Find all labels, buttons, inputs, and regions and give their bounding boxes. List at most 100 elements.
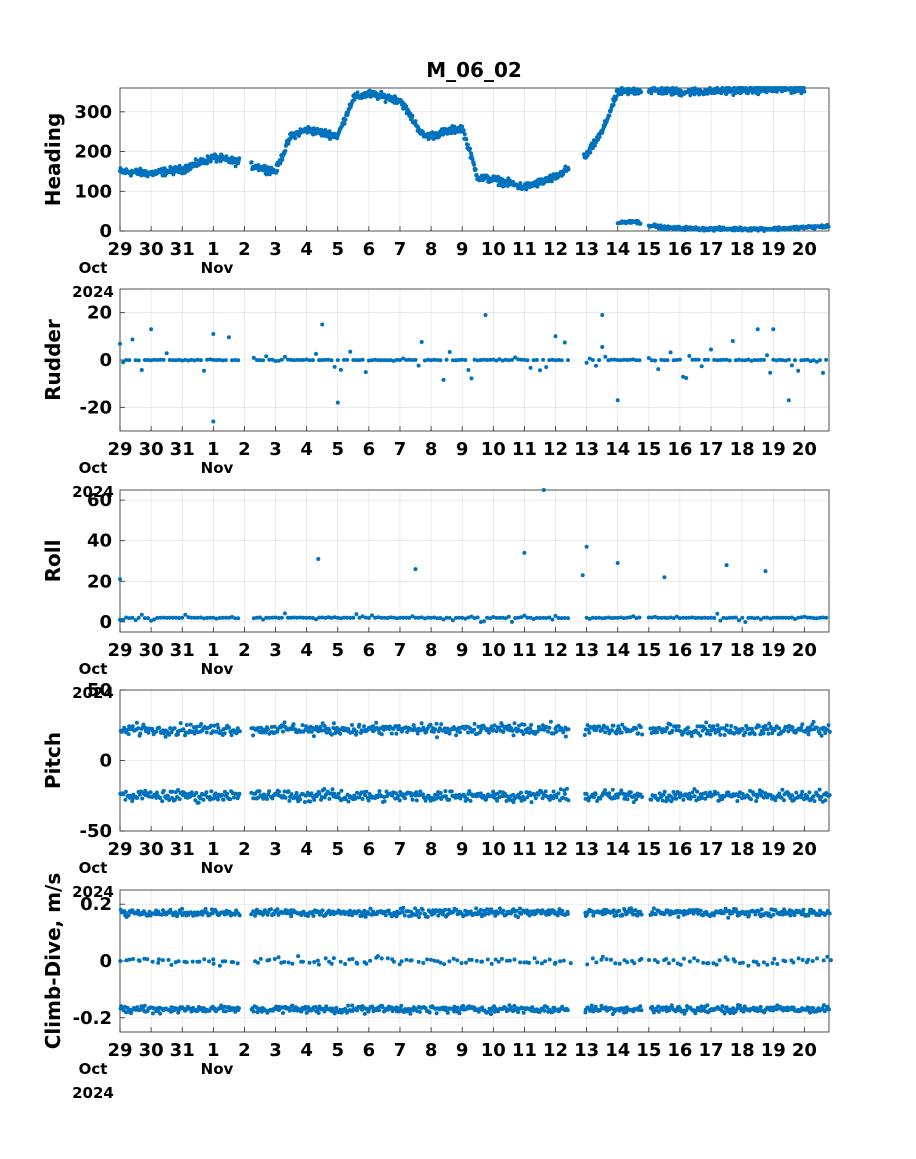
data-point	[262, 163, 267, 168]
data-point	[770, 961, 775, 966]
data-point	[364, 789, 369, 794]
data-point	[292, 615, 297, 620]
panel-rudder: 29 30 31 1 2 3 4 5 6 7 8 9 10 11 12 13 14 15 16 17 18 19 20-20…	[41, 288, 830, 501]
data-point	[592, 143, 597, 148]
data-point	[137, 958, 142, 963]
data-point	[468, 798, 473, 803]
data-point	[826, 224, 831, 229]
data-point	[772, 956, 777, 961]
data-point	[746, 963, 751, 968]
data-point	[269, 725, 274, 729]
data-point	[438, 358, 443, 363]
data-point	[671, 358, 676, 363]
data-point	[611, 908, 616, 913]
data-point	[586, 798, 591, 803]
data-point	[668, 350, 673, 355]
data-point	[454, 615, 458, 620]
y-tick-label: -0.2	[73, 1008, 112, 1029]
data-point	[500, 358, 505, 363]
data-point	[382, 615, 387, 620]
data-point	[136, 726, 141, 731]
data-point	[591, 795, 596, 800]
data-point	[511, 800, 516, 805]
data-point	[519, 357, 524, 362]
data-point	[298, 358, 303, 362]
data-point	[558, 787, 563, 792]
x-tick-label: 15	[636, 239, 661, 260]
data-point	[282, 720, 287, 725]
data-point	[556, 616, 561, 620]
data-point	[124, 615, 129, 620]
data-point	[494, 358, 499, 363]
data-point	[819, 733, 824, 738]
data-point	[553, 358, 558, 363]
data-point	[141, 722, 146, 727]
year-label: 2024	[72, 483, 114, 501]
data-point	[270, 796, 275, 801]
data-point	[213, 791, 218, 796]
data-point	[189, 357, 194, 362]
data-point	[201, 797, 206, 802]
data-point	[136, 615, 141, 620]
data-point	[293, 136, 298, 141]
data-point	[724, 616, 729, 621]
data-point	[164, 351, 169, 356]
x-tick-label: 15	[636, 640, 661, 661]
data-point	[425, 957, 430, 962]
x-tick-label: 4	[300, 1040, 313, 1061]
data-point	[416, 959, 421, 964]
data-point	[407, 357, 412, 362]
data-point	[351, 358, 356, 362]
data-point	[424, 730, 429, 734]
data-point	[825, 954, 830, 959]
x-tick-label: 1	[207, 439, 220, 460]
data-point	[272, 724, 277, 729]
data-point	[343, 117, 348, 122]
data-point	[131, 957, 135, 961]
month-label: Nov	[201, 259, 234, 277]
data-point	[793, 617, 797, 621]
data-point	[727, 358, 732, 363]
data-point	[289, 792, 294, 797]
data-point	[443, 1005, 448, 1010]
data-point	[314, 724, 319, 729]
data-point	[270, 615, 275, 620]
data-point	[447, 615, 452, 620]
data-point	[800, 958, 805, 962]
data-point	[676, 724, 681, 729]
data-point	[696, 357, 701, 362]
x-tick-label: 20	[792, 839, 817, 860]
x-tick-label: 29	[107, 640, 132, 661]
data-point	[204, 790, 209, 795]
data-point	[554, 729, 559, 734]
data-point	[283, 795, 288, 800]
data-point	[597, 724, 602, 729]
x-tick-label: 2	[238, 439, 251, 460]
data-point	[817, 787, 822, 792]
data-point	[802, 89, 807, 94]
data-point	[183, 612, 188, 617]
data-point	[639, 1008, 644, 1013]
data-point	[729, 724, 734, 728]
data-point	[511, 792, 516, 797]
data-point	[494, 729, 499, 734]
x-tick-label: 7	[394, 439, 407, 460]
data-point	[771, 327, 776, 332]
data-point	[370, 613, 374, 618]
x-tick-label: 30	[139, 439, 164, 460]
data-point	[749, 358, 754, 363]
data-point	[401, 615, 406, 620]
data-point	[819, 795, 824, 799]
data-point	[600, 616, 605, 621]
data-point	[499, 956, 504, 961]
data-point	[528, 615, 533, 620]
data-point	[649, 615, 654, 620]
data-point	[368, 958, 373, 963]
data-point	[413, 793, 418, 798]
x-tick-label: 3	[269, 839, 282, 860]
data-point	[383, 913, 388, 918]
data-point	[638, 1004, 643, 1009]
data-point	[472, 616, 477, 621]
data-point	[207, 959, 211, 964]
data-point	[419, 721, 424, 726]
